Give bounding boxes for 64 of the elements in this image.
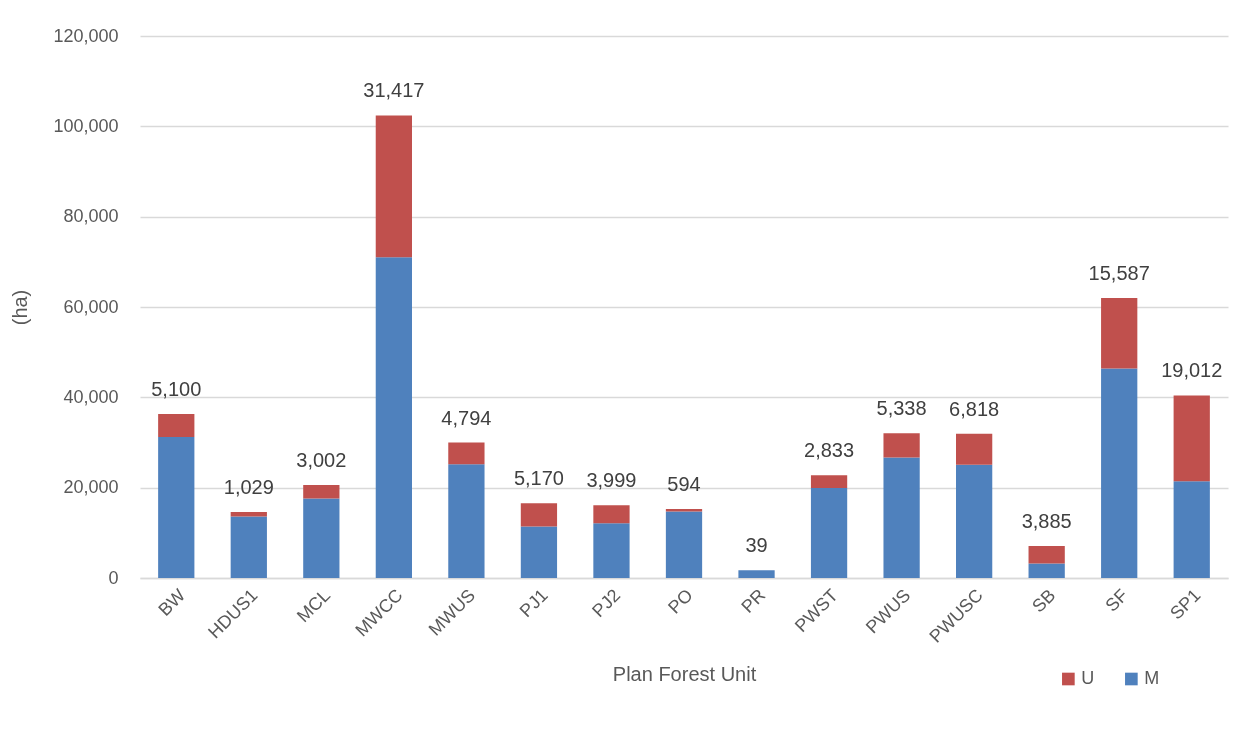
x-tick-label: SP1 xyxy=(1166,585,1205,624)
bar xyxy=(303,498,340,578)
legend-label: U xyxy=(1081,668,1095,688)
bar xyxy=(1101,368,1138,578)
x-tick-label: PJ2 xyxy=(588,585,625,622)
bar xyxy=(883,457,920,578)
bar xyxy=(230,516,267,578)
bar xyxy=(665,511,703,578)
data-label: 1,029 xyxy=(223,475,274,498)
bar xyxy=(375,257,412,578)
bar xyxy=(593,523,630,578)
bar xyxy=(810,488,848,578)
data-label: 3,002 xyxy=(296,448,347,471)
y-tick-label: 0 xyxy=(108,567,119,588)
data-label: 5,338 xyxy=(876,397,927,420)
y-tick-label: 80,000 xyxy=(63,206,119,227)
data-label: 31,417 xyxy=(363,79,425,102)
bar xyxy=(1173,395,1210,482)
y-tick-label: 120,000 xyxy=(53,25,119,46)
x-tick-label: BW xyxy=(154,585,189,620)
x-tick-label: PO xyxy=(664,585,697,618)
x-tick-label: SB xyxy=(1028,585,1060,617)
bar xyxy=(448,464,485,578)
bar xyxy=(883,433,920,458)
y-axis-title: (ha) xyxy=(9,289,32,326)
bar xyxy=(520,503,558,527)
bar xyxy=(1028,546,1065,564)
bar xyxy=(810,475,848,489)
data-label: 6,818 xyxy=(949,397,1000,420)
y-tick-label: 100,000 xyxy=(53,115,119,136)
bar xyxy=(1101,298,1138,369)
bar xyxy=(158,437,195,578)
data-label: 5,100 xyxy=(151,378,202,401)
legend-label: M xyxy=(1144,668,1160,688)
bar xyxy=(303,484,340,499)
x-tick-label: SF xyxy=(1101,585,1132,616)
bar xyxy=(1028,563,1065,578)
bar xyxy=(956,464,993,578)
bar xyxy=(593,505,630,524)
y-tick-label: 60,000 xyxy=(63,296,119,317)
x-tick-label: PR xyxy=(737,585,770,617)
bar xyxy=(520,526,558,578)
data-label: 15,587 xyxy=(1088,262,1150,285)
bar xyxy=(158,414,195,438)
bar xyxy=(448,442,485,465)
y-tick-label: 40,000 xyxy=(63,386,119,407)
data-label: 39 xyxy=(745,534,768,557)
data-label: 19,012 xyxy=(1161,359,1223,382)
data-label: 2,833 xyxy=(804,439,855,462)
bar xyxy=(956,433,993,465)
bar xyxy=(738,570,775,578)
x-tick-label: MCL xyxy=(293,585,335,627)
data-label: 3,885 xyxy=(1021,510,1072,532)
bar xyxy=(1173,481,1210,578)
x-tick-label: PJ1 xyxy=(515,585,552,622)
bar xyxy=(375,115,412,258)
data-label: 5,170 xyxy=(513,467,564,490)
bar xyxy=(665,508,703,512)
data-label: 4,794 xyxy=(441,406,492,429)
x-axis-title: Plan Forest Unit xyxy=(612,662,757,685)
y-tick-label: 20,000 xyxy=(63,477,119,498)
data-label: 594 xyxy=(667,472,701,495)
data-label: 3,999 xyxy=(586,469,637,492)
bar xyxy=(230,511,267,517)
